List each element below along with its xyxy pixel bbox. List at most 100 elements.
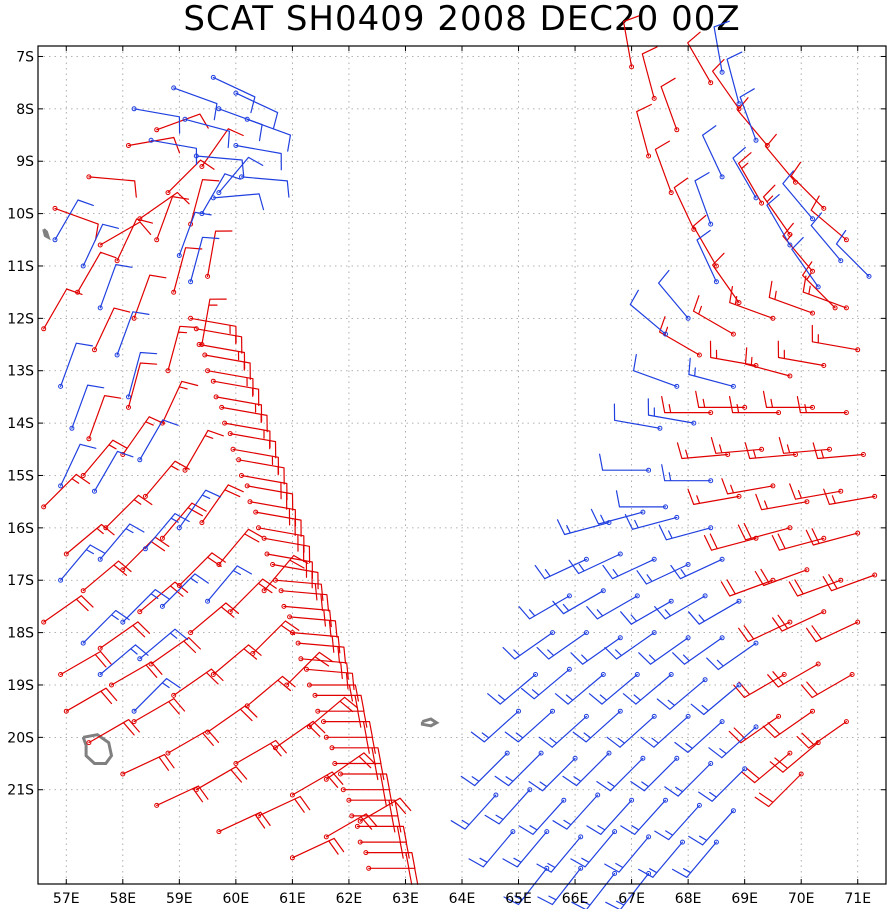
wind-barb (604, 834, 652, 873)
wind-barb (538, 713, 589, 748)
wind-barb (615, 490, 668, 510)
wind-barb (165, 159, 215, 196)
wind-barb (75, 251, 117, 295)
wind-barb (52, 205, 99, 241)
wind-barb (137, 419, 179, 463)
wind-barb (244, 116, 291, 152)
wind-barb (182, 429, 224, 473)
chart-title: SCAT SH0409 2008 DEC20 00Z (183, 0, 740, 39)
wind-barb (470, 708, 521, 743)
wind-barb (744, 442, 798, 460)
wind-barb (729, 396, 782, 416)
wind-barb (230, 446, 280, 475)
wind-barb (661, 464, 714, 484)
wind-barb (659, 316, 702, 358)
wind-barb (790, 161, 827, 211)
wind-barb (366, 865, 419, 885)
wind-barb (289, 837, 345, 861)
wind-barb (504, 708, 555, 743)
wind-barb (227, 431, 277, 459)
wind-barb (63, 523, 115, 557)
wind-barb (216, 528, 264, 567)
wind-barb (205, 368, 254, 396)
wind-barb (97, 523, 145, 562)
wind-barb (739, 88, 759, 143)
wind-barb (154, 785, 209, 808)
wind-barb (306, 682, 359, 702)
wind-barb (109, 661, 163, 688)
wind-barb (754, 771, 804, 808)
wind-barb (688, 808, 736, 846)
wind-barb (703, 533, 759, 551)
wind-barb (354, 823, 407, 843)
x-tick-label: 63E (392, 891, 419, 907)
wind-barb (624, 514, 680, 530)
wind-barb (687, 31, 714, 86)
wind-barb (315, 708, 368, 728)
wind-barb (199, 484, 244, 526)
wind-barb (672, 635, 725, 665)
wind-barb (688, 598, 742, 625)
wind-barb (247, 499, 297, 527)
wind-barb (741, 750, 793, 784)
wind-barb (41, 595, 94, 625)
wind-barb (41, 288, 83, 332)
x-tick-label: 58E (109, 891, 136, 907)
wind-barb (202, 352, 251, 380)
x-tick-label: 67E (618, 891, 645, 907)
wind-barb (802, 275, 849, 311)
wind-barb (148, 637, 201, 667)
wind-barb (801, 672, 855, 699)
wind-barb (805, 528, 861, 546)
wind-barb (737, 522, 793, 541)
wind-barb (620, 598, 674, 625)
wind-barb (673, 177, 697, 232)
wind-barb (664, 761, 714, 797)
wind-barb (92, 450, 134, 494)
wind-barb (654, 802, 702, 841)
wind-barb (159, 502, 207, 541)
wind-barb (754, 567, 810, 587)
wind-barb (552, 792, 601, 830)
wind-barb (131, 698, 186, 725)
wind-barb (744, 347, 793, 379)
wind-barb (528, 755, 578, 792)
wind-barb (287, 614, 338, 638)
wind-barb (244, 483, 294, 511)
wind-barb (114, 218, 153, 264)
wind-barb (338, 771, 391, 791)
wind-barb (239, 473, 288, 501)
wind-barb (782, 170, 815, 222)
wind-barb (654, 593, 708, 620)
wind-barb (349, 813, 402, 833)
wind-barb (606, 713, 657, 748)
wind-barb (244, 675, 296, 709)
wind-barb (802, 261, 838, 311)
wind-barb (199, 128, 244, 169)
wind-barb (596, 755, 646, 792)
x-tick-label: 71E (844, 891, 871, 907)
wind-barb (165, 729, 220, 756)
wind-barb (487, 672, 538, 705)
wind-barb (284, 651, 334, 688)
wind-barb (357, 839, 410, 859)
y-tick-label: 16S (7, 521, 34, 537)
wind-barb (363, 850, 416, 870)
wind-barb (806, 619, 861, 643)
wind-barb (58, 650, 112, 677)
wind-barb (640, 713, 691, 748)
wind-barb (188, 315, 237, 344)
y-tick-label: 12S (7, 311, 34, 327)
wind-barb (114, 311, 150, 358)
wind-barb (518, 797, 567, 835)
wind-barb (131, 678, 181, 714)
wind-barb (835, 229, 872, 279)
wind-barb (570, 635, 623, 665)
wind-barb (323, 734, 376, 754)
wind-barb (52, 199, 94, 243)
wind-barb (810, 212, 844, 264)
wind-barb (670, 556, 725, 580)
land-outline (420, 717, 440, 728)
wind-barb (702, 125, 725, 180)
wind-barb (80, 609, 130, 646)
